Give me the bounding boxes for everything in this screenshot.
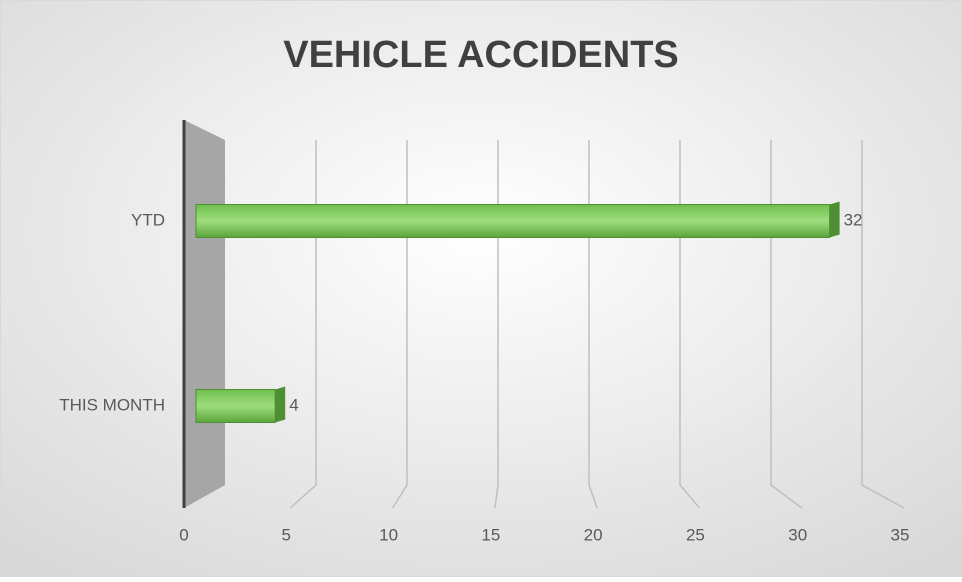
- grid-line: [679, 140, 701, 509]
- bar-side: [275, 386, 286, 423]
- grid-line: [770, 140, 803, 509]
- x-tick-label: 0: [179, 525, 188, 544]
- data-label: 32: [844, 210, 863, 229]
- x-tick-label: 30: [788, 525, 807, 544]
- x-tick-label: 15: [481, 525, 500, 544]
- grid-line: [588, 140, 598, 509]
- chart-title: VEHICLE ACCIDENTS: [283, 34, 679, 76]
- grid-line: [494, 140, 499, 509]
- data-label: 4: [289, 395, 298, 414]
- grid-line: [391, 140, 408, 509]
- grid-line: [289, 140, 317, 509]
- x-tick-label: 35: [891, 525, 910, 544]
- bar-side: [829, 201, 840, 238]
- x-tick-label: 5: [282, 525, 291, 544]
- y-tick-label: THIS MONTH: [59, 395, 165, 414]
- grid-line: [861, 140, 905, 509]
- bar: [195, 389, 276, 423]
- x-tick-label: 10: [379, 525, 398, 544]
- x-tick-label: 25: [686, 525, 705, 544]
- side-wall: [184, 120, 225, 508]
- y-tick-label: YTD: [131, 210, 165, 229]
- x-tick-label: 20: [584, 525, 603, 544]
- bar: [195, 204, 831, 238]
